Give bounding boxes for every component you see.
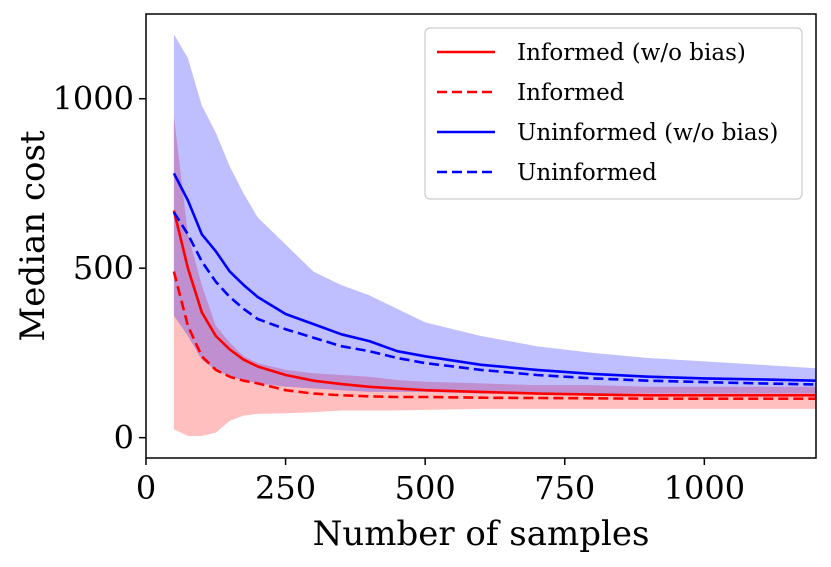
x-tick-label: 1000 <box>664 469 745 507</box>
legend: Informed (w/o bias) Informed Uninformed (w… <box>424 27 803 200</box>
y-axis: 0 500 1000 <box>53 80 146 457</box>
x-tick-label: 500 <box>395 469 456 507</box>
legend-label-uninformed: Uninformed <box>517 160 657 186</box>
informed-band <box>173 115 816 436</box>
series-line-uninformed <box>172 211 816 386</box>
plot-frame <box>145 13 817 459</box>
y-tick-label: 1000 <box>53 80 134 118</box>
legend-box <box>424 27 803 200</box>
series-line-informed-w-o-bias <box>172 210 816 397</box>
series-layer <box>172 172 816 401</box>
x-tick-label: 750 <box>534 469 595 507</box>
x-axis-title: Number of samples <box>313 514 650 554</box>
legend-label-informed: Informed <box>517 80 625 106</box>
x-axis: 0 250 500 750 1000 <box>136 458 745 507</box>
uninformed-band <box>173 34 816 394</box>
legend-label-informed-w-o-bias: Informed (w/o bias) <box>517 40 746 66</box>
x-tick-label: 0 <box>136 469 156 507</box>
y-axis-title: Median cost <box>13 130 53 342</box>
y-tick-label: 500 <box>73 249 134 287</box>
bands-layer <box>173 34 816 436</box>
series-line-uninformed-w-o-bias <box>172 172 816 382</box>
x-tick-label: 250 <box>255 469 316 507</box>
legend-label-uninformed-w-o-bias: Uninformed (w/o bias) <box>517 120 778 146</box>
y-tick-label: 0 <box>114 419 134 457</box>
series-line-informed <box>172 271 816 401</box>
